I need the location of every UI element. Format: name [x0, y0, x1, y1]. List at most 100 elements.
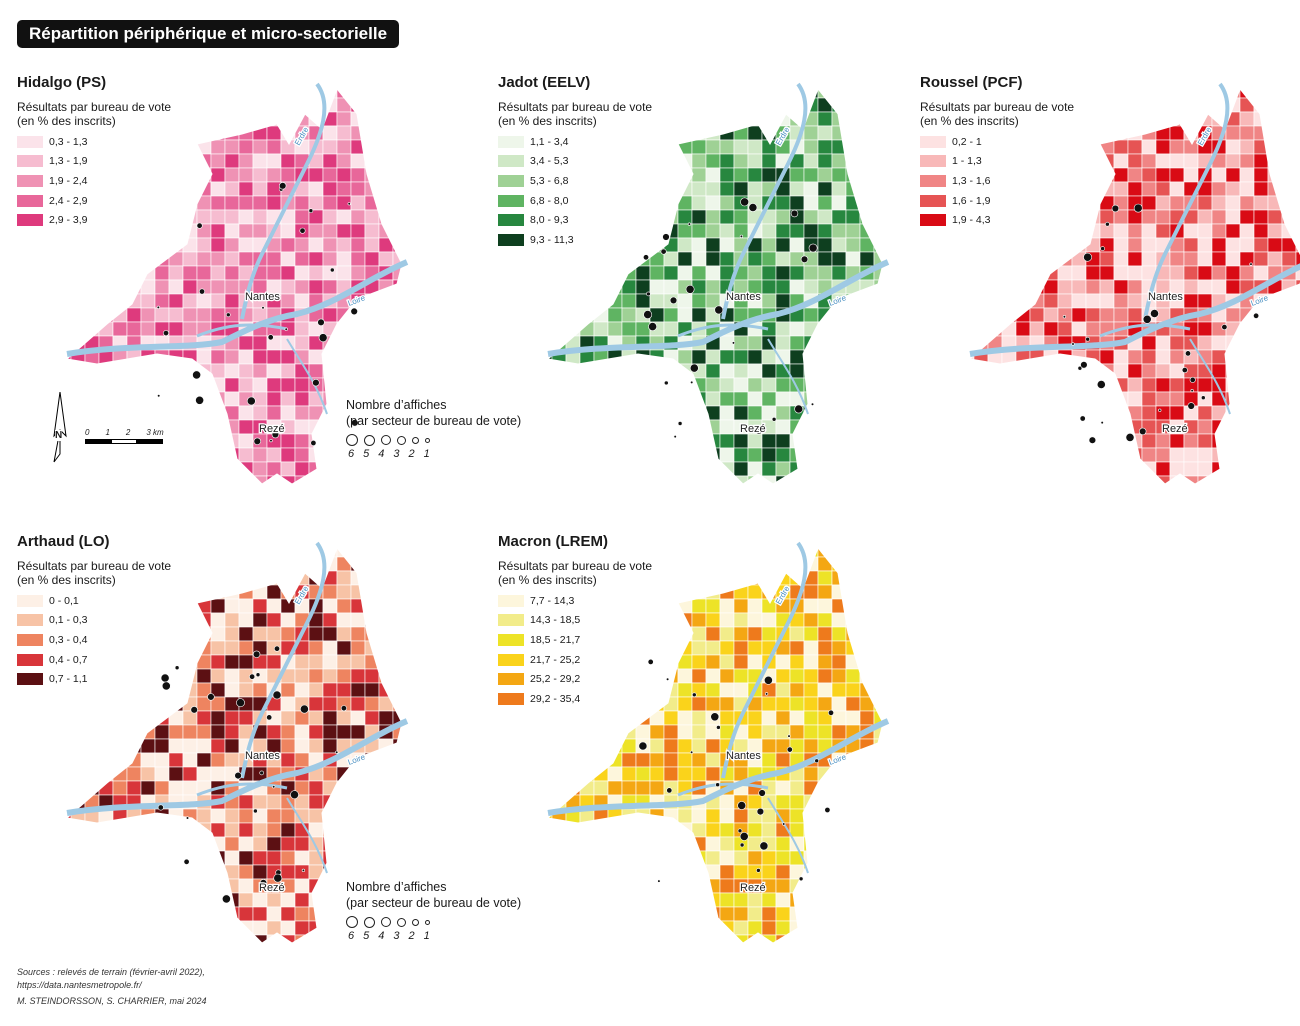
voting-sector [734, 949, 748, 953]
voting-sector [663, 139, 679, 155]
voting-sector [126, 111, 142, 127]
voting-sector [649, 738, 665, 754]
voting-sector [67, 363, 72, 379]
voting-sector [621, 475, 637, 484]
voting-sector [378, 237, 394, 253]
voting-sector [126, 654, 142, 670]
voting-sector [803, 738, 819, 754]
voting-sector [761, 349, 777, 365]
voting-sector [579, 391, 595, 407]
voting-sector [973, 405, 989, 421]
voting-sector [407, 753, 417, 767]
voting-sector [322, 223, 338, 239]
voting-sector [719, 405, 735, 421]
voting-sector [224, 363, 240, 379]
poster-dot [759, 841, 769, 851]
voting-sector [238, 89, 254, 99]
voting-sector [98, 570, 114, 586]
voting-sector [719, 89, 735, 99]
voting-sector [70, 696, 86, 712]
voting-sector [322, 419, 338, 435]
sevre-river [286, 338, 328, 415]
voting-sector [168, 738, 184, 754]
voting-sector [1029, 237, 1045, 253]
voting-sector [168, 934, 184, 943]
legend-item: 8,0 - 9,3 [498, 210, 574, 230]
voting-sector [196, 293, 212, 309]
voting-sector [1253, 223, 1269, 239]
voting-sector [593, 475, 609, 484]
poster-dot [647, 658, 654, 665]
voting-sector [1141, 447, 1157, 463]
voting-sector [705, 654, 721, 670]
voting-sector [168, 377, 184, 393]
voting-sector [350, 612, 366, 628]
voting-sector [196, 251, 212, 267]
voting-sector [378, 710, 394, 726]
voting-sector [775, 892, 791, 908]
voting-sector [378, 461, 394, 477]
voting-sector [649, 139, 665, 155]
voting-sector [112, 237, 128, 253]
voting-sector [252, 626, 268, 642]
poster-dot [814, 758, 820, 764]
voting-sector [761, 363, 777, 379]
choropleth-map: Nantes Rezé Erdre Loire [37, 74, 417, 494]
voting-sector [140, 892, 156, 908]
voting-sector [1155, 461, 1171, 477]
voting-sector [593, 195, 609, 211]
voting-sector [252, 850, 268, 866]
voting-sector [621, 584, 637, 600]
voting-sector [70, 279, 86, 295]
voting-sector [1225, 167, 1241, 183]
voting-sector [565, 548, 581, 558]
voting-sector [859, 167, 875, 183]
voting-sector [323, 949, 337, 953]
voting-sector [224, 475, 240, 484]
voting-sector [1155, 447, 1171, 463]
voting-sector [322, 934, 338, 943]
voting-sector [224, 626, 240, 642]
voting-sector [1043, 97, 1059, 113]
voting-sector [1141, 167, 1157, 183]
voting-sector [705, 570, 721, 586]
voting-sector [364, 209, 380, 225]
voting-sector [607, 321, 623, 337]
voting-sector [789, 710, 805, 726]
voting-sector [308, 349, 324, 365]
voting-sector [719, 822, 735, 838]
voting-sector [126, 598, 142, 614]
legend-swatch [17, 194, 43, 207]
voting-sector [593, 598, 609, 614]
legend-swatch [920, 155, 946, 168]
voting-sector [1155, 111, 1171, 127]
voting-sector [1113, 307, 1129, 323]
voting-sector [621, 97, 637, 113]
poster-dot [771, 416, 777, 422]
voting-sector [1113, 111, 1129, 127]
voting-sector [663, 850, 679, 866]
voting-sector [621, 696, 637, 712]
voting-sector [719, 892, 735, 908]
voting-sector [789, 556, 805, 572]
voting-sector [154, 906, 170, 922]
voting-sector [747, 724, 763, 740]
voting-sector [1267, 125, 1283, 141]
voting-sector [888, 809, 898, 823]
voting-sector [649, 682, 665, 698]
voting-sector [607, 139, 623, 155]
poster-dot [737, 801, 747, 810]
voting-sector [593, 724, 609, 740]
voting-sector [565, 850, 581, 866]
voting-sector [309, 490, 323, 494]
voting-sector [336, 570, 352, 586]
voting-sector [748, 949, 762, 953]
voting-sector [593, 836, 609, 852]
voting-sector [84, 654, 100, 670]
voting-sector [593, 808, 609, 824]
voting-sector [1113, 223, 1129, 239]
voting-sector [551, 97, 567, 113]
voting-sector [238, 864, 254, 880]
voting-sector [1071, 321, 1087, 337]
voting-sector [551, 307, 567, 323]
